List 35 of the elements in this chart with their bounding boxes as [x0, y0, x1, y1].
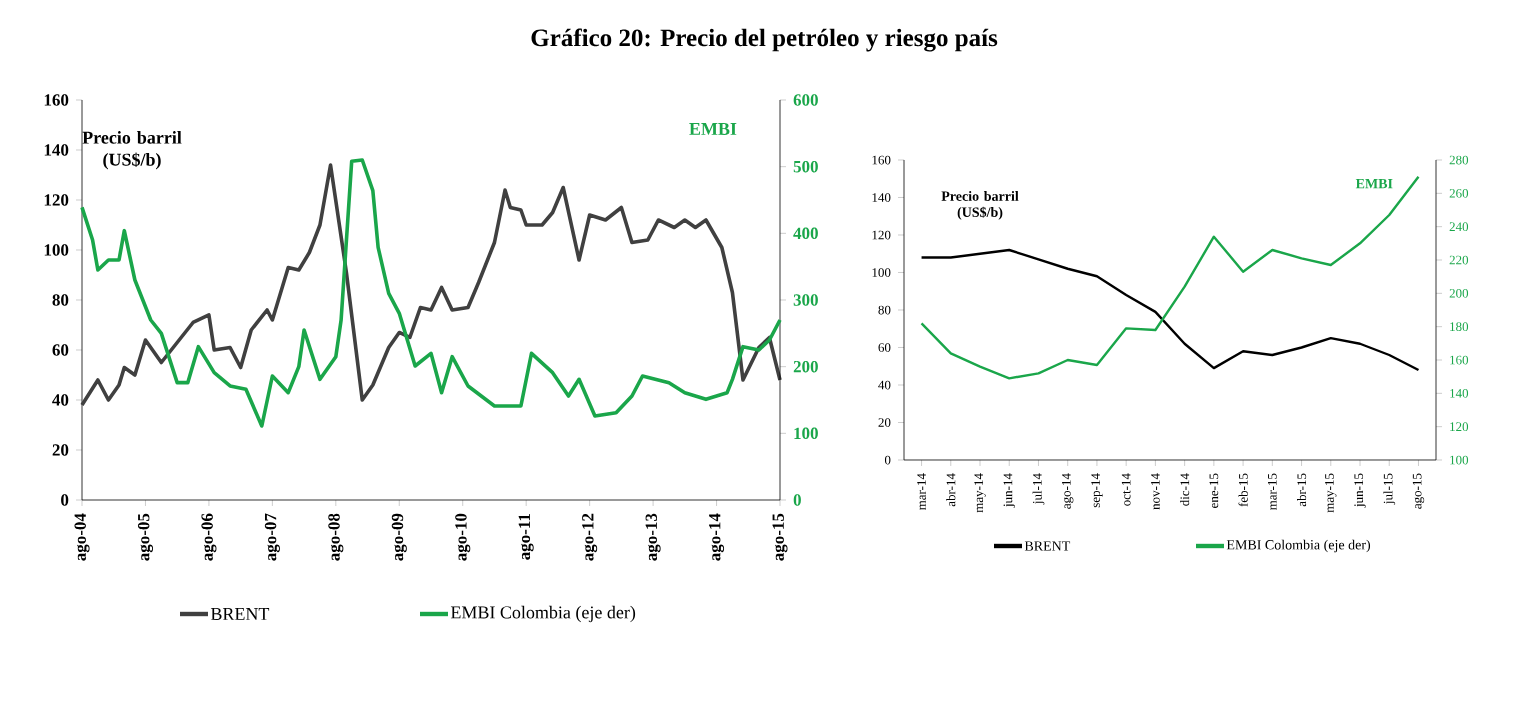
- y-tick-label: 120: [44, 194, 69, 206]
- legend-label: EMBI Colombia (eje der): [450, 605, 636, 623]
- x-tick-label: ago-15: [772, 513, 788, 561]
- x-tick-label: ago-05: [137, 513, 153, 561]
- line-series: [920, 248, 1420, 372]
- y2-tick-label: 100: [794, 427, 818, 440]
- line-series: [920, 175, 1420, 380]
- x-tick-label: ago-10: [455, 513, 471, 561]
- y2-tick-label: 400: [793, 227, 818, 240]
- legend-label: BRENT: [210, 608, 270, 620]
- x-tick-label: ago-04: [74, 513, 90, 561]
- chart-title: Gráfico 20: Precio del petróleo y riesgo país: [531, 28, 998, 52]
- y2-tick-label: 300: [793, 294, 818, 306]
- x-tick-label: ago-13: [645, 513, 661, 561]
- y-tick-label: 40: [52, 394, 69, 406]
- x-tick-label: ago-07: [264, 513, 280, 561]
- y-axis-title: Precio barril (US$/b): [82, 131, 182, 170]
- y2-tick-label: 0: [793, 494, 801, 506]
- y-tick-label: 140: [44, 144, 69, 156]
- y-tick-label: 100: [44, 244, 69, 256]
- y-tick-label: 60: [52, 344, 69, 356]
- y2-tick-label: 500: [793, 160, 818, 173]
- y2-tick-label: 200: [793, 360, 818, 373]
- y-tick-label: 0: [61, 494, 69, 506]
- y2-tick-label: 600: [793, 94, 818, 106]
- x-tick-label: ago-12: [582, 513, 598, 561]
- x-tick-label: ago-09: [391, 513, 407, 561]
- x-tick-label: ago-11: [518, 513, 534, 560]
- y-tick-label: 80: [52, 294, 69, 306]
- x-tick-label: ago-06: [201, 513, 217, 561]
- y-tick-label: 20: [52, 444, 69, 456]
- x-tick-label: ago-14: [709, 513, 725, 561]
- y2-axis-title: EMBI: [689, 123, 737, 135]
- y-tick-label: 160: [44, 94, 69, 106]
- x-tick-label: ago-08: [328, 513, 344, 561]
